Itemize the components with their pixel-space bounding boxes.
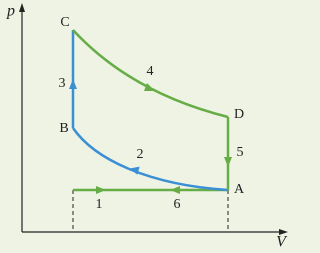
process-label: 1: [96, 197, 103, 212]
y-axis-label: p: [6, 3, 15, 20]
process-label: 4: [147, 64, 154, 79]
point-label: B: [59, 121, 68, 136]
process-label: 3: [59, 76, 66, 91]
background: [0, 0, 291, 253]
arrow: [224, 157, 232, 167]
x-axis-arrow: [279, 229, 288, 235]
process-label: 2: [137, 147, 144, 162]
arrow: [96, 186, 106, 194]
arrow: [129, 166, 140, 175]
arrow: [144, 83, 155, 91]
process-curve: [71, 127, 229, 192]
arrow: [170, 186, 180, 194]
process-label: 5: [237, 145, 244, 160]
point-label: A: [234, 182, 245, 197]
process-curve: [72, 29, 229, 119]
point-label: D: [234, 107, 244, 122]
x-axis-label: V: [276, 234, 288, 251]
point-label: C: [60, 15, 69, 30]
y-axis-arrow: [19, 3, 25, 12]
arrow: [69, 79, 77, 89]
process-label: 6: [174, 197, 181, 212]
pv-diagram: p V A B C D 1 2 3 4 5 6: [0, 0, 291, 253]
